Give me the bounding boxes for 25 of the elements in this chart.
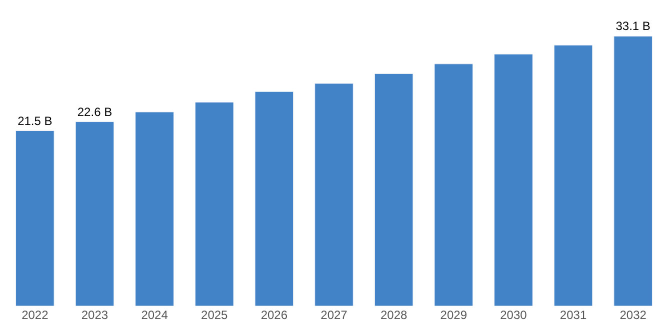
x-tick-label: 2027 — [320, 308, 348, 322]
x-tick-label: 2029 — [440, 308, 468, 322]
x-tick-label: 2028 — [380, 308, 408, 322]
bar — [16, 130, 54, 306]
bar — [374, 73, 414, 306]
x-tick-label: 2032 — [620, 308, 647, 322]
bar — [194, 102, 234, 306]
bar — [554, 44, 593, 306]
x-tick-label: 2024 — [141, 308, 168, 322]
data-label: 33.1 B — [616, 19, 650, 34]
bar — [494, 54, 533, 306]
x-tick-label: 2023 — [81, 308, 108, 322]
bar — [254, 91, 294, 306]
data-label: 22.6 B — [77, 104, 112, 119]
bar — [614, 36, 652, 306]
bar — [314, 83, 354, 306]
x-tick-label: 2022 — [22, 308, 49, 322]
x-tick-label: 2025 — [201, 308, 228, 322]
x-tick-label: 2031 — [560, 308, 587, 322]
x-tick-label: 2030 — [500, 308, 528, 322]
bar — [135, 112, 174, 306]
bar — [434, 64, 474, 306]
data-label: 21.5 B — [18, 114, 52, 128]
bar — [75, 122, 114, 306]
x-tick-label: 2026 — [260, 308, 288, 322]
